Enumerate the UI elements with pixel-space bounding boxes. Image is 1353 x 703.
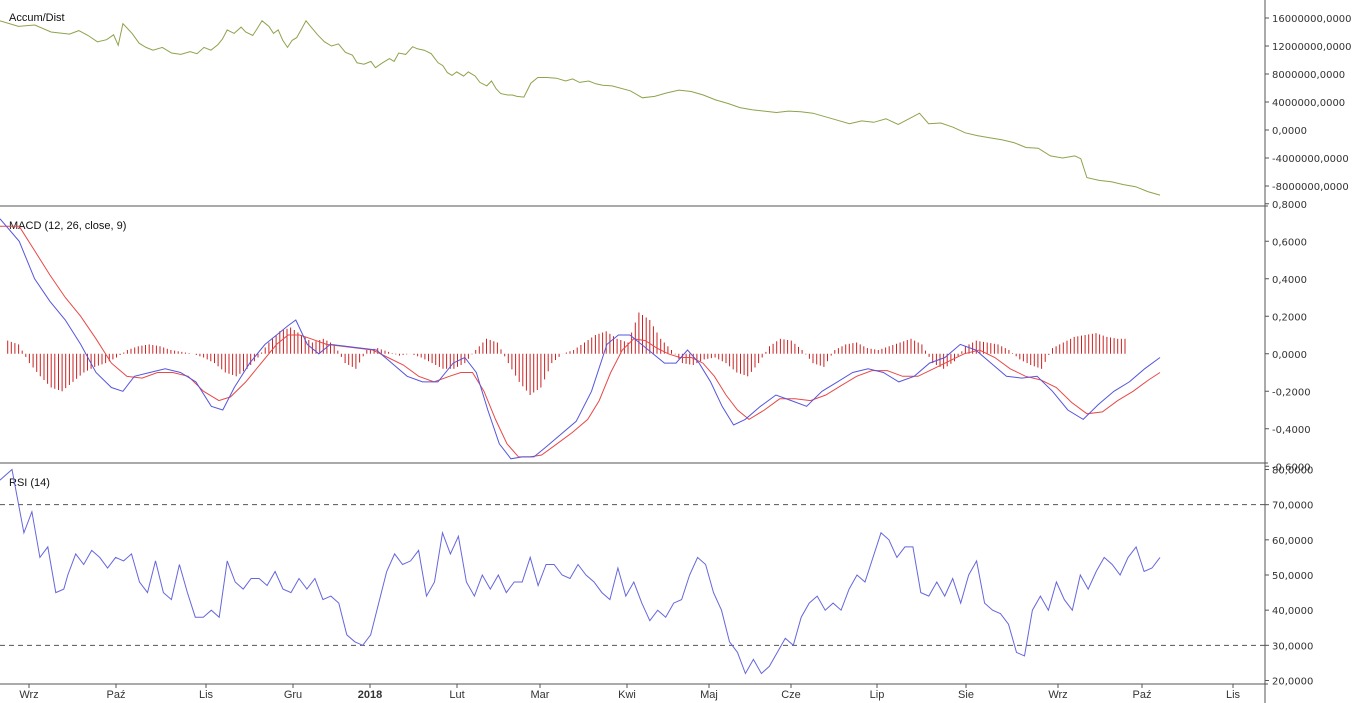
macd-y-axis: 0,8000 0,6000 0,4000 0,2000 0,0000 -0,2000 -0,… — [1265, 200, 1311, 473]
accum-dist-tick-label: 8000000,0000 — [1272, 70, 1345, 81]
x-tick-label: Lip — [870, 689, 885, 701]
x-tick-label: Lut — [449, 689, 464, 701]
accum-dist-tick-label: 16000000,0000 — [1272, 14, 1352, 25]
macd-signal-line — [0, 225, 1161, 458]
rsi-tick-label: 50,0000 — [1272, 571, 1313, 582]
accum-dist-line — [0, 19, 1161, 196]
macd-panel: MACD (12, 26, close, 9) 0,8000 0,6000 0,40… — [0, 200, 1311, 473]
macd-title: MACD (12, 26, close, 9) — [9, 220, 126, 232]
macd-tick-label: 0,2000 — [1272, 312, 1307, 323]
rsi-tick-label: 70,0000 — [1272, 501, 1313, 512]
rsi-guide-lines — [0, 504, 1265, 646]
accum-dist-tick-label: 0,0000 — [1272, 126, 1307, 137]
macd-tick-label: 0,6000 — [1272, 237, 1307, 248]
x-tick-label: Sie — [958, 689, 974, 701]
x-tick-label: Paź — [107, 689, 126, 701]
rsi-tick-label: 20,0000 — [1272, 676, 1313, 687]
rsi-y-axis: 80,0000 70,0000 60,0000 50,0000 40,0000 30,00… — [1265, 466, 1313, 687]
x-tick-label: Cze — [781, 689, 801, 701]
x-tick-label: 2018 — [358, 689, 382, 701]
accum-dist-tick-label: 12000000,0000 — [1272, 42, 1352, 53]
macd-tick-label: 0,0000 — [1272, 350, 1307, 361]
rsi-panel: RSI (14) 80,0000 70,0000 60,0000 50,0000 40,… — [0, 466, 1313, 687]
x-tick-label: Gru — [284, 689, 302, 701]
rsi-line — [0, 468, 1161, 675]
x-tick-label: Wrz — [1048, 689, 1067, 701]
macd-line — [0, 218, 1161, 460]
rsi-tick-label: 80,0000 — [1272, 466, 1313, 477]
accum-dist-y-axis: 16000000,0000 12000000,0000 8000000,0000 40… — [1265, 14, 1352, 193]
x-tick-label: Maj — [700, 689, 718, 701]
rsi-tick-label: 40,0000 — [1272, 606, 1313, 617]
macd-tick-label: -0,6000 — [1272, 462, 1311, 473]
rsi-title: RSI (14) — [9, 477, 50, 489]
macd-tick-label: -0,2000 — [1272, 387, 1311, 398]
x-tick-label: Mar — [531, 689, 550, 701]
x-tick-label: Kwi — [618, 689, 636, 701]
rsi-tick-label: 60,0000 — [1272, 536, 1313, 547]
accum-dist-panel: Accum/Dist 16000000,0000 12000000,0000 800… — [0, 12, 1352, 196]
x-axis-months: Wrz Paź Lis Gru 2018 Lut Mar Kwi Maj Cze Lip Sie Wrz… — [19, 684, 1241, 701]
macd-tick-label: 0,4000 — [1272, 275, 1307, 286]
rsi-tick-label: 30,0000 — [1272, 641, 1313, 652]
accum-dist-tick-label: 4000000,0000 — [1272, 98, 1345, 109]
x-tick-label: Wrz — [19, 689, 38, 701]
macd-histogram — [7, 312, 1126, 395]
x-tick-label: Lis — [1226, 689, 1241, 701]
x-tick-label: Paź — [1133, 689, 1152, 701]
accum-dist-title: Accum/Dist — [9, 12, 65, 24]
x-tick-label: Lis — [199, 689, 214, 701]
macd-tick-label: 0,8000 — [1272, 200, 1307, 211]
accum-dist-tick-label: -8000000,0000 — [1272, 182, 1349, 193]
macd-tick-label: -0,4000 — [1272, 425, 1311, 436]
accum-dist-tick-label: -4000000,0000 — [1272, 154, 1349, 165]
